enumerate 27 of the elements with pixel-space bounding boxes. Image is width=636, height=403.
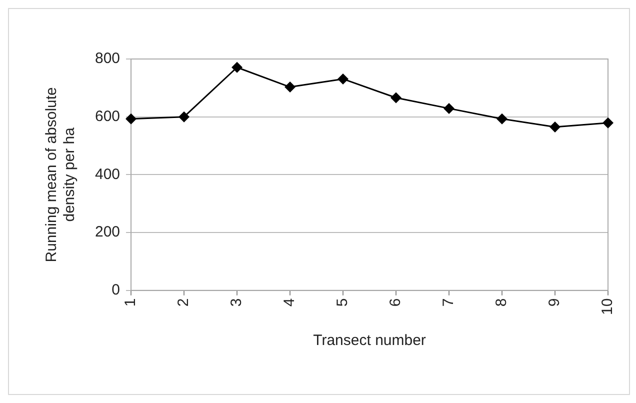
point [338, 73, 349, 84]
x-axis-title: Transect number [313, 332, 426, 350]
x-tick-label: 10 [599, 298, 616, 316]
point [550, 121, 561, 132]
x-tick-label: 1 [122, 298, 140, 307]
point [602, 117, 614, 128]
point [390, 92, 402, 104]
point [444, 102, 455, 114]
point [232, 62, 243, 73]
y-tick-label: 200 [94, 224, 120, 241]
point [496, 113, 508, 124]
x-tick-label: 9 [546, 298, 564, 307]
y-tick-label: 400 [94, 166, 120, 183]
x-tick-label: 2 [175, 298, 192, 307]
x-tick-label: 3 [228, 298, 246, 307]
x-tick-label: 7 [440, 298, 458, 307]
y-tick-label: 800 [94, 50, 120, 68]
y-tick-label: 0 [112, 281, 120, 298]
x-tick-label: 8 [493, 298, 510, 307]
x-tick-label: 5 [334, 298, 352, 307]
x-tick-label: 6 [387, 298, 404, 307]
point [126, 113, 137, 124]
x-tick-label: 4 [281, 298, 298, 307]
y-tick-label: 600 [94, 108, 120, 125]
y-axis-title: Running mean of absolute density per ha [43, 87, 78, 262]
point [284, 82, 296, 93]
point [178, 111, 190, 122]
